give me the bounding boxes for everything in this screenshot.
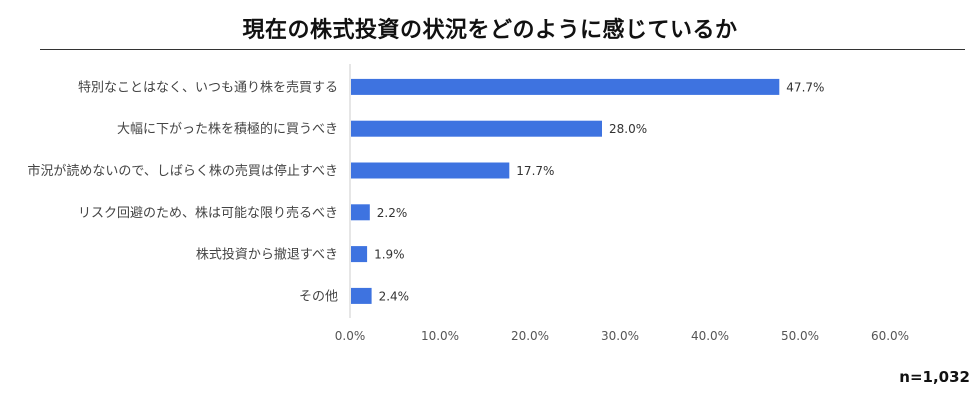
category-label: 大幅に下がった株を積極的に買うべき xyxy=(117,121,338,137)
bar xyxy=(351,162,510,179)
bar xyxy=(351,120,602,137)
x-tick-label: 50.0% xyxy=(781,329,819,343)
x-tick-label: 30.0% xyxy=(601,329,639,343)
bar xyxy=(351,78,780,95)
chart-bars xyxy=(351,78,780,304)
x-tick-label: 10.0% xyxy=(421,329,459,343)
bar xyxy=(351,246,368,263)
value-label: 2.2% xyxy=(377,206,408,220)
bar xyxy=(351,204,370,221)
category-label: 特別なことはなく、いつも通り株を売買する xyxy=(78,79,338,95)
value-label: 1.9% xyxy=(374,248,405,262)
x-tick-label: 0.0% xyxy=(335,329,366,343)
value-label: 2.4% xyxy=(379,289,410,303)
x-tick-label: 60.0% xyxy=(871,329,909,343)
x-tick-label: 40.0% xyxy=(691,329,729,343)
category-label: リスク回避のため、株は可能な限り売るべき xyxy=(78,205,338,221)
chart-title: 現在の株式投資の状況をどのように感じているか xyxy=(242,18,738,43)
value-label: 28.0% xyxy=(609,122,647,136)
value-label: 47.7% xyxy=(786,80,824,94)
title-divider xyxy=(40,49,965,50)
sample-size-label: n=1,032 xyxy=(899,368,970,386)
bar xyxy=(351,287,372,304)
category-label: 市況が読めないので、しばらく株の売買は停止すべき xyxy=(27,163,338,179)
x-tick-label: 20.0% xyxy=(511,329,549,343)
category-label: 株式投資から撤退すべき xyxy=(196,247,338,263)
chart-labels: 0.0% 10.0% 20.0% 30.0% 40.0% 50.0% 60.0% 特別なことは… xyxy=(27,79,909,343)
category-label: その他 xyxy=(299,289,338,304)
value-label: 17.7% xyxy=(516,164,554,178)
